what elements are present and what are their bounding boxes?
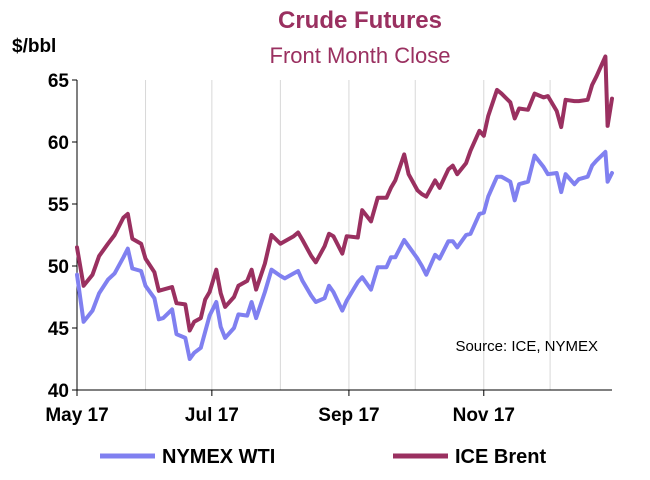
y-tick-label-50: 50 xyxy=(48,257,69,278)
axes xyxy=(72,79,612,396)
legend: NYMEX WTI ICE Brent xyxy=(100,446,546,468)
series-line-nymex-wti xyxy=(75,149,614,361)
x-tick-label-2017-09-01: Sep 17 xyxy=(318,405,379,426)
legend-label-nymex-wti: NYMEX WTI xyxy=(162,446,275,468)
legend-label-ice-brent: ICE Brent xyxy=(455,446,546,468)
x-tick-label-2017-05-01: May 17 xyxy=(45,405,108,426)
series-lines xyxy=(75,54,614,361)
x-tick-label-2017-11-01: Nov 17 xyxy=(453,405,515,426)
source-note: Source: ICE, NYMEX xyxy=(455,338,598,355)
x-tick-labels: May 17 Jul 17 Sep 17 Nov 17 xyxy=(45,405,515,426)
chart-title: Crude Futures xyxy=(278,7,442,34)
y-tick-label-45: 45 xyxy=(48,319,70,340)
y-tick-label-60: 60 xyxy=(48,133,69,154)
y-tick-label-65: 65 xyxy=(48,71,70,92)
y-tick-label-55: 55 xyxy=(48,195,70,216)
series-line-ice-brent xyxy=(75,54,614,333)
x-tick-label-2017-07-01: Jul 17 xyxy=(185,405,239,426)
y-axis-unit-label: $/bbl xyxy=(12,36,56,57)
y-tick-labels: 40 45 50 55 60 65 xyxy=(48,71,70,402)
chart-subtitle: Front Month Close xyxy=(270,43,451,68)
y-tick-label-40: 40 xyxy=(48,381,69,402)
